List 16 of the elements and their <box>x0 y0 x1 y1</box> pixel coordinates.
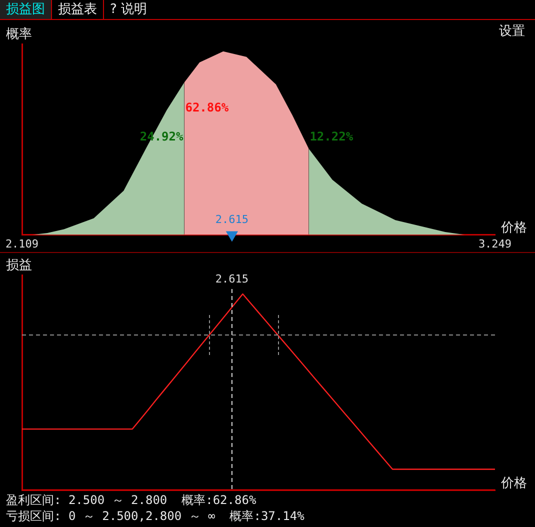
y-axis-title: 概率 <box>6 26 32 42</box>
text: 盈利区间: 2.500 ～ 2.800 概率:62.86% <box>6 493 257 508</box>
annotation: 62.86% <box>185 100 230 114</box>
x-tick-label: 2.109 <box>5 237 39 250</box>
text: 设置 <box>499 23 525 40</box>
annotation: 12.22% <box>310 130 354 144</box>
x-axis-title: 价格 <box>500 476 527 491</box>
text: 损益表 <box>52 0 104 19</box>
text: 损益图 <box>0 0 52 19</box>
x-axis-title: 价格 <box>500 220 527 236</box>
x-tick-label: 3.249 <box>478 237 512 250</box>
text: ? 说明 <box>109 1 148 19</box>
text: 亏损区间: 0 ～ 2.500,2.800 ～ ∞ 概率:37.14% <box>6 509 306 524</box>
text: 2.615 <box>215 272 249 286</box>
y-axis-title: 损益 <box>6 258 32 273</box>
annotation: 2.615 <box>215 213 249 226</box>
